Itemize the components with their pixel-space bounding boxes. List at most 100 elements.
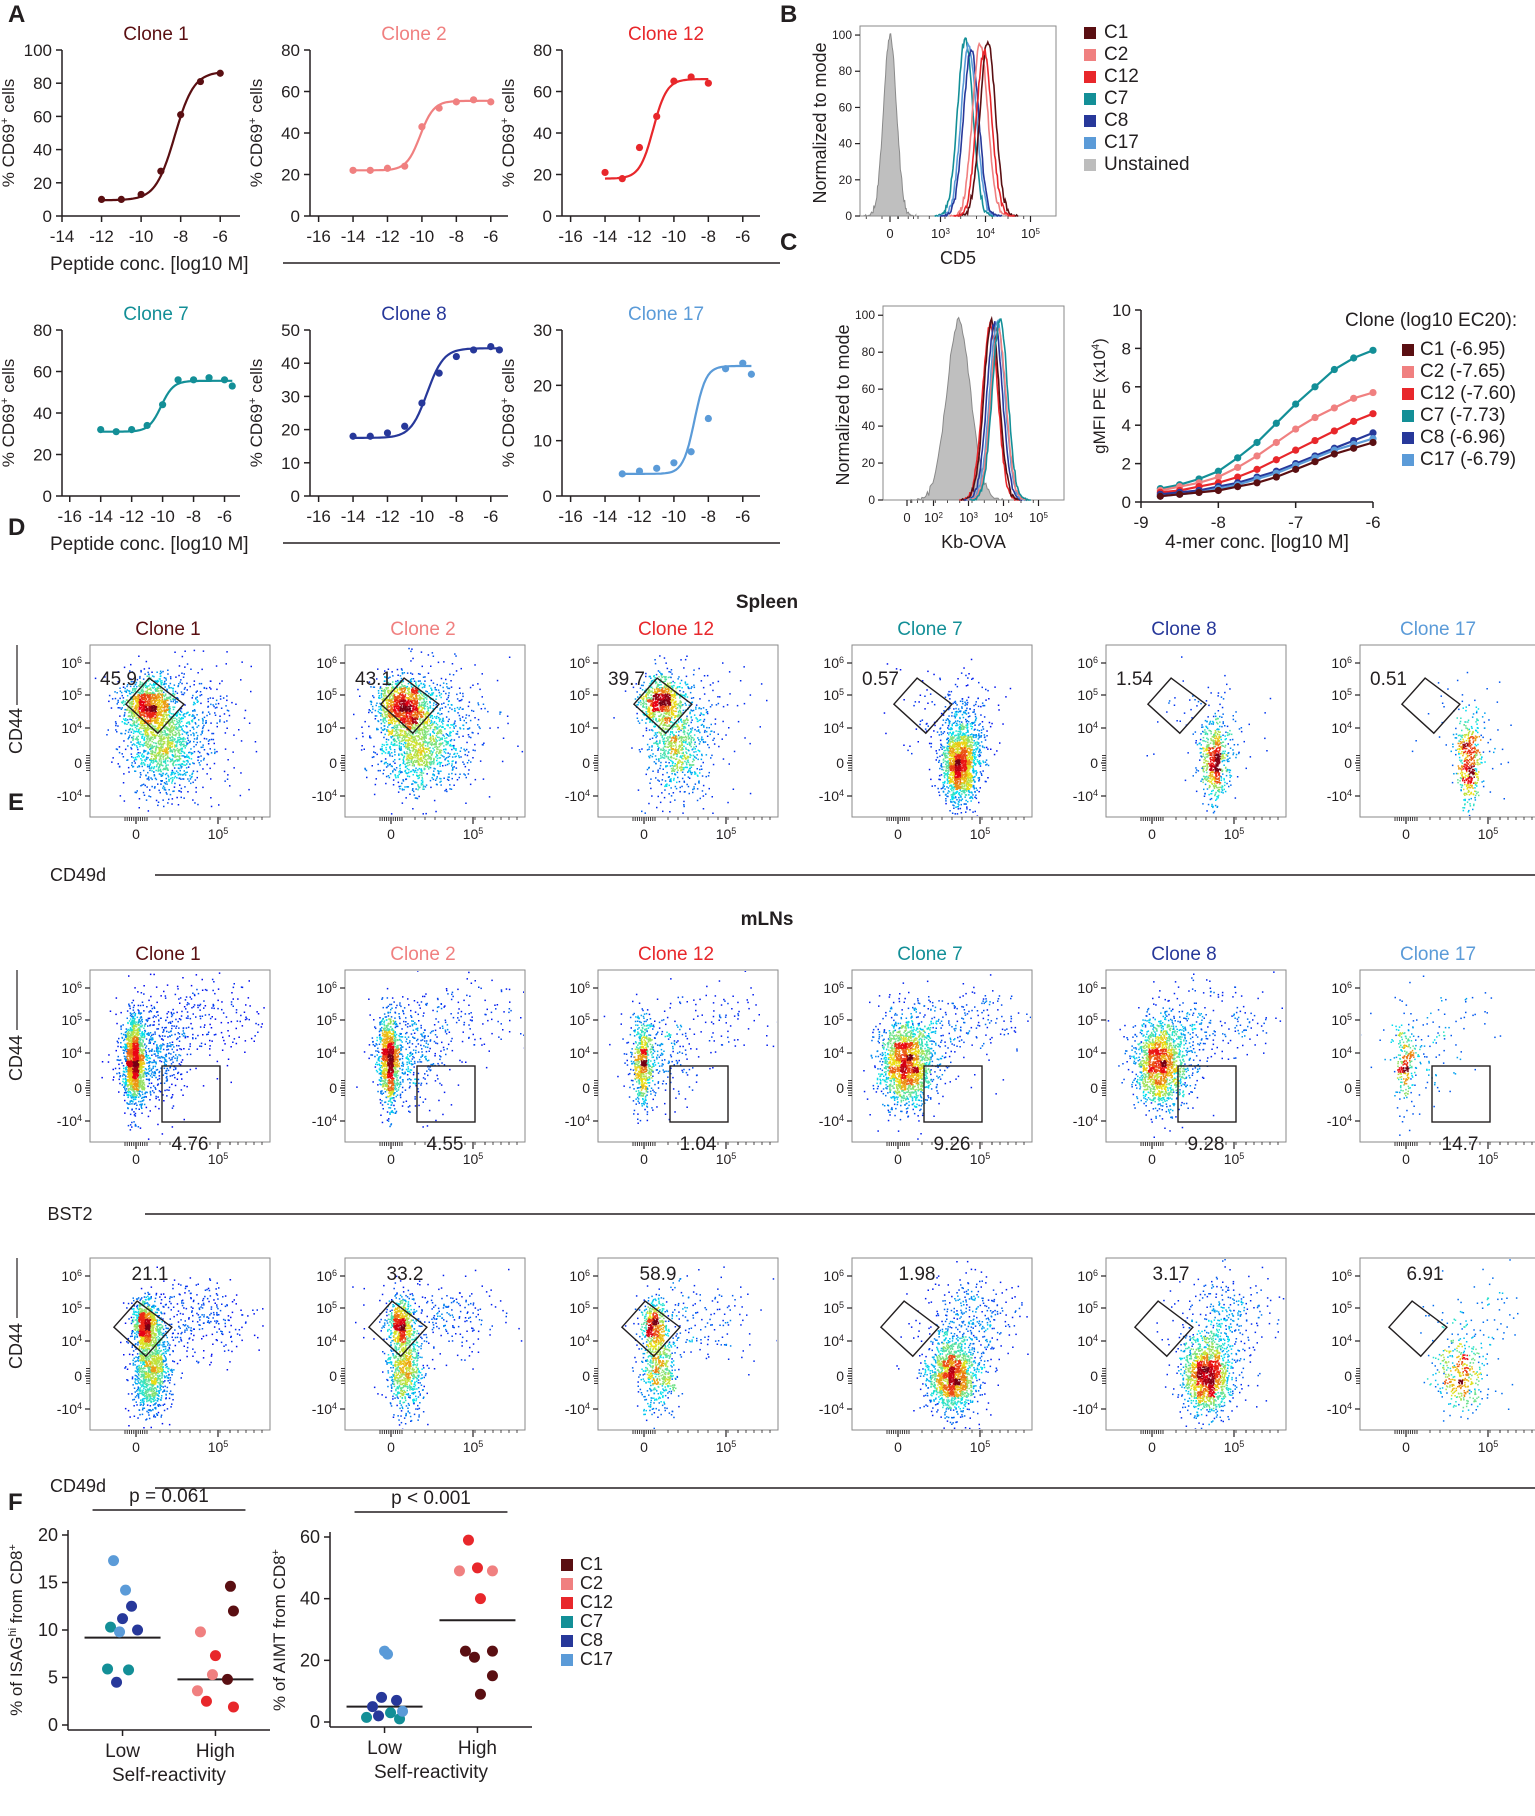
event-dot [174,754,176,757]
event-dot [373,751,375,753]
x-tick-label: 105 [1029,510,1048,525]
data-point [1369,388,1377,397]
event-dot [144,694,147,696]
event-dot [400,668,403,670]
event-dot [192,694,194,697]
event-dot [129,705,131,707]
event-dot [398,785,400,788]
event-dot [466,754,469,757]
event-dot [414,735,416,738]
event-dot [157,690,159,692]
event-dot [421,759,424,762]
event-dot [133,687,136,690]
event-dot [156,671,158,673]
event-dot [157,726,160,729]
event-dot [186,722,188,724]
event-dot [405,702,407,705]
event-dot [417,749,419,752]
event-dot [385,706,388,708]
data-point [704,414,712,423]
x-tick-label: 0 [886,226,893,241]
event-dot [440,732,443,735]
event-dot [185,756,187,758]
event-dot [219,720,221,723]
event-dot [139,723,141,726]
event-dot [167,752,169,755]
event-dot [390,813,393,815]
event-dot [402,743,405,746]
event-dot [137,705,139,708]
event-dot [399,748,401,751]
histogram-c1 [956,39,1019,217]
event-dot [179,734,181,736]
event-dot [179,755,181,757]
event-dot [393,730,395,733]
event-dot [385,746,387,749]
event-dot [395,721,397,723]
event-dot [130,702,133,705]
event-dot [428,707,430,709]
event-dot [399,767,401,770]
event-dot [134,698,137,700]
x-tick-label: -10 [150,507,175,526]
event-dot [122,718,125,720]
event-dot [143,744,145,746]
event-dot [141,712,144,714]
event-dot [163,677,166,679]
event-dot [141,694,143,696]
event-dot [110,707,113,709]
event-dot [147,724,149,727]
event-dot [393,742,396,745]
event-dot [128,709,130,711]
event-dot [219,719,221,721]
event-dot [398,754,400,756]
event-dot [412,703,415,706]
event-dot [383,769,385,771]
event-dot [130,705,132,708]
event-dot [165,777,167,780]
event-dot [412,735,414,738]
event-dot [114,697,117,700]
event-dot [149,709,152,712]
event-dot [384,716,386,719]
event-dot [397,736,399,738]
event-dot [161,695,163,698]
event-dot [138,719,140,722]
event-dot [161,731,163,733]
event-dot [180,796,182,799]
data-point [1234,454,1242,462]
event-dot [417,680,420,682]
event-dot [169,750,171,753]
x-tick-label: -14 [341,227,366,246]
event-dot [386,688,388,690]
event-dot [215,665,218,667]
event-dot [389,696,391,699]
legend-swatch [1402,432,1414,444]
event-dot [139,675,141,678]
event-dot [212,704,214,706]
event-dot [154,716,156,718]
event-dot [203,686,206,689]
event-dot [403,732,406,734]
event-dot [154,727,156,730]
event-dot [177,697,179,700]
x-tick-label: -10 [129,227,154,246]
event-dot [408,689,410,691]
event-dot [148,696,150,698]
event-dot [138,694,141,696]
event-dot [382,720,385,722]
event-dot [226,699,228,702]
event-dot [439,757,442,759]
event-dot [149,719,152,721]
event-dot [119,687,121,689]
event-dot [389,755,391,757]
plot-title: Clone 12 [628,24,704,45]
event-dot [156,755,158,757]
event-dot [162,785,165,787]
event-dot [403,697,405,699]
event-dot [419,690,421,692]
event-dot [146,758,148,760]
event-dot [152,703,154,705]
event-dot [391,689,393,691]
event-dot [154,687,157,690]
